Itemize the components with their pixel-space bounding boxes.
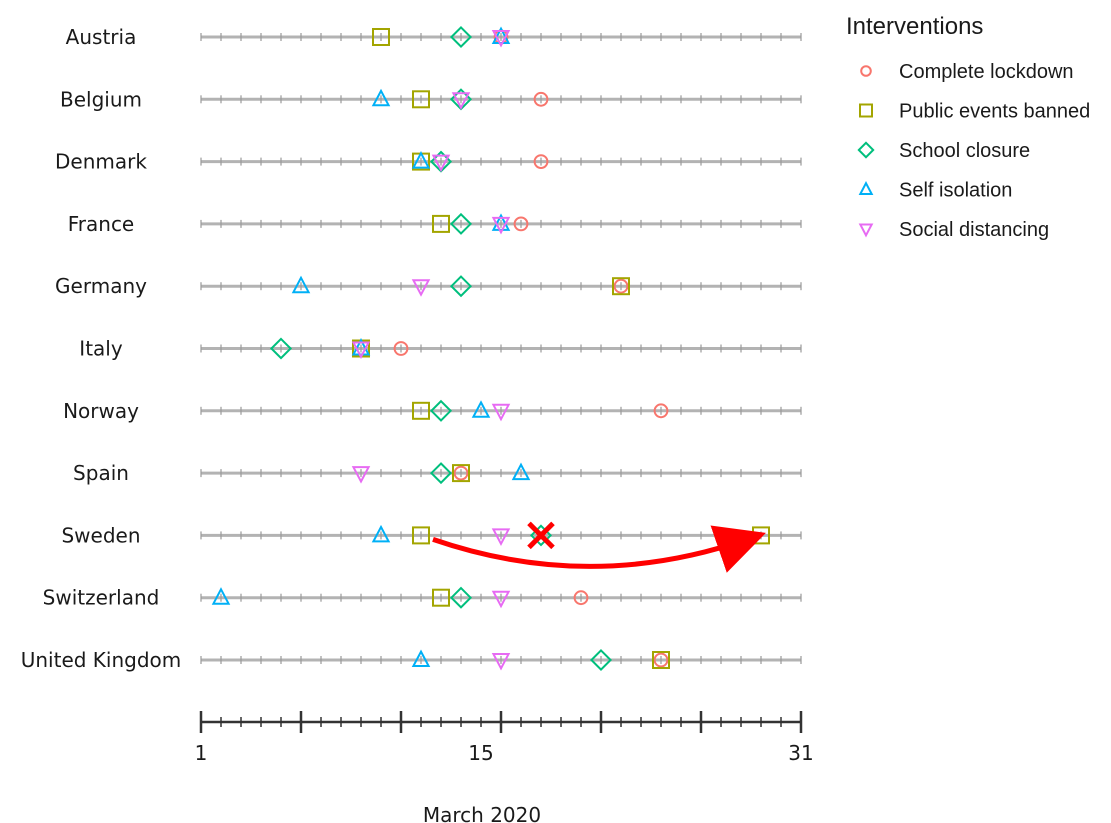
country-label-united-kingdom: United Kingdom bbox=[21, 648, 182, 672]
country-label-switzerland: Switzerland bbox=[43, 586, 160, 610]
legend-marker-school-closure bbox=[859, 143, 873, 157]
red-arrow bbox=[433, 539, 747, 566]
country-label-germany: Germany bbox=[55, 274, 147, 298]
x-tick-label: 15 bbox=[468, 741, 493, 765]
country-label-sweden: Sweden bbox=[61, 523, 140, 547]
row-belgium: Belgium bbox=[60, 87, 801, 111]
annotations bbox=[433, 523, 747, 566]
row-austria: Austria bbox=[66, 25, 801, 49]
x-axis: 1 15 31 bbox=[195, 711, 814, 765]
legend: Interventions Complete lockdown Public ev… bbox=[846, 13, 1090, 241]
legend-marker-social-distancing bbox=[860, 225, 871, 236]
legend-label: Public events banned bbox=[899, 101, 1090, 123]
x-tick-label: 31 bbox=[788, 741, 813, 765]
country-rows: Austria Belgium Denmark France Germany Italy N… bbox=[21, 25, 801, 672]
legend-title: Interventions bbox=[846, 13, 983, 40]
country-label-france: France bbox=[68, 212, 135, 236]
legend-item-social-distancing: Social distancing bbox=[860, 219, 1049, 241]
row-italy: Italy bbox=[79, 337, 801, 361]
x-tick-label: 1 bbox=[195, 741, 208, 765]
legend-marker-complete-lockdown bbox=[861, 66, 871, 76]
row-switzerland: Switzerland bbox=[43, 586, 801, 610]
legend-item-public-events-banned: Public events banned bbox=[860, 101, 1090, 123]
country-label-belgium: Belgium bbox=[60, 87, 142, 111]
x-axis-title: March 2020 bbox=[423, 803, 541, 823]
country-label-italy: Italy bbox=[79, 337, 123, 361]
row-united-kingdom: United Kingdom bbox=[21, 648, 801, 672]
country-label-denmark: Denmark bbox=[55, 150, 147, 174]
legend-label: Social distancing bbox=[899, 219, 1049, 241]
legend-label: Self isolation bbox=[899, 180, 1012, 202]
country-label-austria: Austria bbox=[66, 25, 137, 49]
country-label-spain: Spain bbox=[73, 461, 129, 485]
legend-marker-public-events-banned bbox=[860, 105, 872, 117]
legend-item-self-isolation: Self isolation bbox=[860, 180, 1012, 202]
legend-item-school-closure: School closure bbox=[859, 140, 1030, 162]
row-sweden: Sweden bbox=[61, 523, 801, 547]
country-label-norway: Norway bbox=[63, 399, 139, 423]
row-germany: Germany bbox=[55, 274, 801, 298]
row-spain: Spain bbox=[73, 461, 801, 485]
legend-marker-self-isolation bbox=[860, 183, 871, 194]
legend-item-complete-lockdown: Complete lockdown bbox=[861, 61, 1073, 83]
legend-label: School closure bbox=[899, 140, 1030, 162]
legend-label: Complete lockdown bbox=[899, 61, 1074, 83]
